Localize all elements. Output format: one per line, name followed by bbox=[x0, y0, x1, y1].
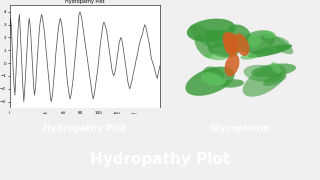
Text: Hydropathy Plot: Hydropathy Plot bbox=[43, 124, 126, 133]
Ellipse shape bbox=[261, 33, 293, 54]
Ellipse shape bbox=[185, 67, 235, 96]
Ellipse shape bbox=[187, 19, 236, 42]
Ellipse shape bbox=[261, 31, 276, 39]
Ellipse shape bbox=[242, 35, 290, 55]
Ellipse shape bbox=[240, 53, 257, 60]
Ellipse shape bbox=[201, 74, 223, 86]
Ellipse shape bbox=[208, 44, 232, 57]
Ellipse shape bbox=[271, 62, 281, 74]
Ellipse shape bbox=[202, 72, 226, 85]
Ellipse shape bbox=[263, 74, 286, 86]
Ellipse shape bbox=[206, 30, 241, 58]
Ellipse shape bbox=[248, 44, 292, 58]
Ellipse shape bbox=[204, 53, 226, 60]
Ellipse shape bbox=[189, 24, 221, 48]
Title: Hydropathy Plot: Hydropathy Plot bbox=[65, 0, 105, 4]
Ellipse shape bbox=[225, 53, 239, 76]
Ellipse shape bbox=[220, 79, 244, 88]
Text: Hydropathy Plot: Hydropathy Plot bbox=[90, 152, 230, 167]
Ellipse shape bbox=[223, 32, 238, 54]
Ellipse shape bbox=[238, 30, 275, 54]
Ellipse shape bbox=[228, 24, 251, 43]
Ellipse shape bbox=[251, 63, 296, 77]
Text: Glycophorin: Glycophorin bbox=[210, 124, 270, 133]
Ellipse shape bbox=[243, 65, 286, 97]
Ellipse shape bbox=[248, 34, 261, 48]
Ellipse shape bbox=[224, 33, 238, 56]
Ellipse shape bbox=[234, 33, 249, 56]
Ellipse shape bbox=[204, 30, 233, 47]
Ellipse shape bbox=[231, 37, 249, 52]
Ellipse shape bbox=[203, 66, 224, 83]
Ellipse shape bbox=[195, 35, 213, 58]
Ellipse shape bbox=[244, 65, 283, 82]
